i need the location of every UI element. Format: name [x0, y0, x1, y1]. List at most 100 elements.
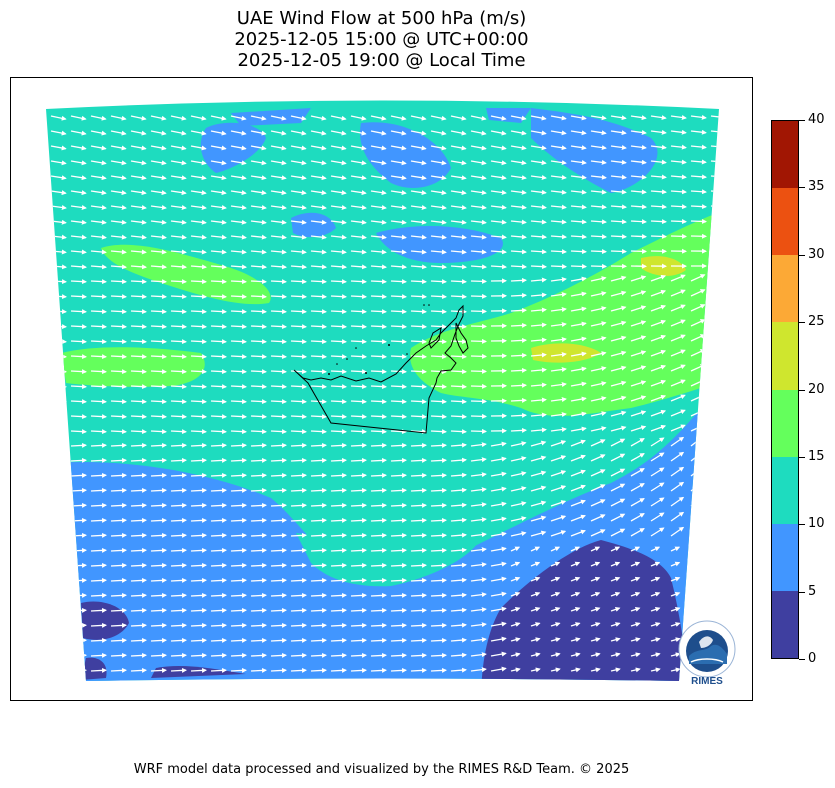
wind-arrow [370, 384, 387, 390]
wind-arrow [190, 145, 207, 151]
field-5-10-north-2 [360, 122, 451, 188]
field-15-20-west-1 [101, 244, 271, 305]
wind-arrow [430, 145, 447, 151]
wind-arrow [290, 115, 307, 121]
wind-arrow [50, 457, 67, 463]
wind-arrow [450, 234, 467, 240]
wind-arrow [350, 234, 367, 240]
wind-arrow [490, 636, 507, 642]
wind-arrow [590, 321, 607, 327]
wind-arrow [650, 622, 661, 627]
wind-arrow [130, 637, 147, 643]
wind-arrow [450, 175, 467, 181]
wind-arrow [290, 622, 307, 628]
wind-arrow [510, 637, 521, 643]
wind-arrow [330, 249, 347, 255]
wind-arrow [530, 204, 547, 210]
wind-arrow [330, 429, 347, 435]
wind-arrow [250, 577, 267, 583]
wind-arrow [690, 526, 704, 537]
wind-arrow [350, 130, 367, 136]
wind-arrow [290, 354, 307, 360]
wind-arrow [330, 414, 347, 420]
wind-arrow [210, 309, 227, 315]
wind-arrow [390, 249, 407, 255]
wind-arrow [110, 264, 127, 270]
wind-arrow [410, 309, 427, 315]
wind-arrow [410, 607, 427, 613]
wind-arrow [710, 525, 719, 537]
wind-arrow [70, 517, 87, 523]
wind-arrow [510, 264, 527, 270]
wind-arrow [270, 309, 287, 315]
wind-arrow [350, 532, 367, 538]
wind-arrow [570, 366, 587, 372]
wind-arrow [130, 279, 147, 285]
wind-arrow [150, 652, 167, 658]
wind-arrow [550, 234, 567, 240]
wind-arrow [630, 622, 641, 627]
wind-arrow [90, 204, 107, 210]
wind-arrow [110, 219, 127, 225]
wind-arrow [630, 380, 647, 387]
wind-arrow [610, 305, 627, 312]
wind-arrow [290, 502, 307, 508]
wind-arrow [210, 249, 227, 255]
wind-arrow [650, 497, 665, 507]
wind-arrow [310, 622, 327, 628]
wind-arrow [630, 561, 641, 567]
wind-arrow [330, 294, 347, 300]
wind-arrow [390, 399, 407, 405]
wind-arrow [390, 607, 407, 613]
wind-arrow [610, 380, 627, 387]
wind-arrow [430, 607, 447, 613]
wind-arrow [550, 652, 561, 658]
wind-arrow [590, 204, 607, 210]
wind-arrow [170, 487, 187, 493]
wind-arrow [510, 456, 527, 462]
wind-arrow [190, 592, 207, 598]
wind-arrow [70, 652, 87, 658]
wind-arrow [70, 234, 87, 240]
wind-arrow [470, 323, 487, 329]
wind-arrow [530, 234, 547, 240]
wind-arrow [370, 204, 387, 210]
wind-arrow [210, 369, 227, 375]
wind-arrow [670, 667, 681, 673]
wind-arrow [650, 561, 661, 567]
wind-arrow [250, 294, 267, 300]
wind-arrow [50, 487, 67, 493]
wind-arrow [610, 219, 627, 225]
wind-arrow [110, 487, 127, 493]
wind-arrow [450, 472, 467, 478]
wind-arrow [110, 577, 127, 583]
wind-arrow [70, 354, 87, 360]
wind-arrow [670, 481, 685, 492]
wind-arrow [590, 130, 607, 136]
wind-arrow [670, 576, 681, 582]
wind-arrow [250, 562, 267, 568]
wind-arrow [590, 607, 601, 612]
wind-arrow [470, 308, 487, 314]
wind-arrow [270, 294, 287, 300]
wind-arrow [130, 219, 147, 225]
wind-arrow [410, 429, 427, 435]
wind-arrow [250, 414, 267, 420]
wind-arrow [170, 145, 187, 151]
wind-arrow [390, 457, 407, 463]
wind-arrow [350, 369, 367, 375]
wind-arrow [310, 487, 327, 493]
wind-arrow [270, 502, 287, 508]
wind-arrow [630, 305, 647, 312]
wind-arrow [190, 487, 207, 493]
wind-arrow [290, 264, 307, 270]
wind-arrow [330, 399, 347, 405]
wind-arrow [370, 279, 387, 285]
wind-arrow [710, 318, 719, 327]
wind-arrow [50, 442, 67, 448]
wind-arrow [410, 130, 427, 136]
colorbar-tick-label: 0 [808, 651, 817, 666]
wind-arrow [210, 204, 227, 210]
wind-arrow [690, 589, 707, 597]
wind-arrow [270, 339, 287, 345]
